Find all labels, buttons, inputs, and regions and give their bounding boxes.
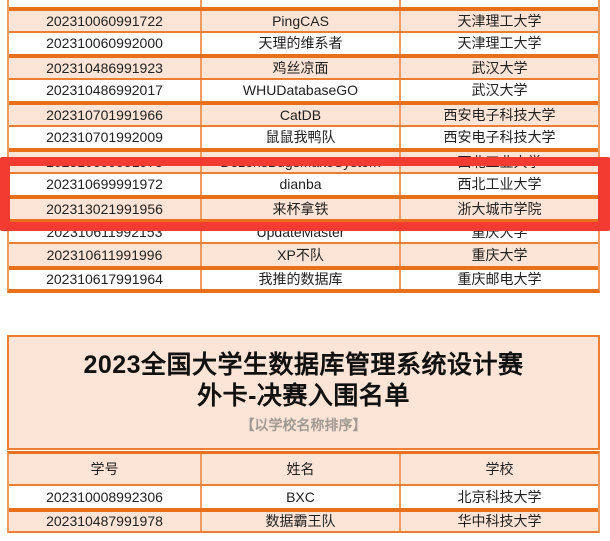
banner-title-line2: 外卡-决赛入围名单 bbox=[197, 382, 410, 410]
column-header-id: 学号 bbox=[9, 454, 202, 484]
cell-id: 202310060992000 bbox=[9, 32, 202, 54]
banner-subtitle: 【以学校名称排序】 bbox=[240, 417, 367, 433]
table-row: 202310617991964 我推的数据库 重庆邮电大学 bbox=[9, 265, 598, 289]
cell-team: 鸡丝凉面 bbox=[202, 58, 401, 78]
table-row: 202310060991722 PingCAS 天津理工大学 bbox=[9, 7, 598, 31]
cell-team: 鼠鼠我鸭队 bbox=[202, 126, 401, 148]
cell-team: PingCAS bbox=[202, 11, 401, 31]
cell-team: DozensBugsMakeSystem bbox=[202, 152, 401, 172]
cell-id: 202310060991722 bbox=[9, 11, 202, 31]
cell-team: 天理的维系者 bbox=[202, 32, 401, 54]
cell-id bbox=[9, 0, 202, 7]
cell-id: 202310486992017 bbox=[9, 79, 202, 101]
table-header-row: 学号 姓名 学校 bbox=[9, 454, 598, 484]
table-row: 202310487991978 数据霸王队 华中科技大学 bbox=[9, 507, 598, 531]
table-row: 202310699991972 dianba 西北工业大学 bbox=[9, 171, 598, 195]
cell-school: 天津理工大学 bbox=[457, 35, 542, 52]
finalist-table-lower: 学号 姓名 学校 202310008992306 BXC 北京科技大学 2023… bbox=[7, 451, 600, 533]
cell-id: 202310699991972 bbox=[9, 173, 202, 195]
cell-school: 天津理工大学 bbox=[457, 12, 542, 29]
cell-id: 202313021991956 bbox=[9, 199, 202, 219]
table-row: 202310699991975 DozensBugsMakeSystem 西北工… bbox=[9, 148, 598, 172]
cell-id: 202310486991923 bbox=[9, 58, 202, 78]
cell-school: 西安电子科技大学 bbox=[443, 129, 556, 146]
cell-school: 重庆邮电大学 bbox=[457, 271, 542, 288]
cell-team: 数据霸王队 bbox=[202, 511, 401, 531]
finalist-table-upper-body: 202310060991722 PingCAS 天津理工大学 202310060… bbox=[9, 7, 598, 289]
cell-team: dianba bbox=[202, 173, 401, 195]
cell-school bbox=[401, 0, 598, 7]
cell-school: 西安电子科技大学 bbox=[443, 106, 556, 123]
cell-id: 202310611991996 bbox=[9, 244, 202, 266]
cell-school: 北京科技大学 bbox=[457, 488, 542, 505]
table-row: 202310611991996 XP不队 重庆大学 bbox=[9, 242, 598, 266]
finalist-table-lower-body: 202310008992306 BXC 北京科技大学 2023104879919… bbox=[9, 484, 598, 531]
table-row: 202310611992153 UpdateMaster 重庆大学 bbox=[9, 218, 598, 242]
cell-school: 武汉大学 bbox=[471, 59, 528, 76]
table-row: 202310701991966 CatDB 西安电子科技大学 bbox=[9, 101, 598, 125]
cell-team: CatDB bbox=[202, 105, 401, 125]
cell-id: 202310701991966 bbox=[9, 105, 202, 125]
cell-school: 华中科技大学 bbox=[457, 513, 542, 530]
cell-id: 202310487991978 bbox=[9, 511, 202, 531]
cell-team: BXC bbox=[202, 486, 401, 508]
section-banner: 2023全国大学生数据库管理系统设计赛 外卡-决赛入围名单 【以学校名称排序】 bbox=[7, 335, 600, 450]
table-row: 202310060992000 天理的维系者 天津理工大学 bbox=[9, 30, 598, 54]
cell-school: 武汉大学 bbox=[471, 82, 528, 99]
cell-team: UpdateMaster bbox=[202, 222, 401, 242]
cell-school: 重庆大学 bbox=[471, 224, 528, 241]
table-row: 202310486992017 WHUDatabaseGO 武汉大学 bbox=[9, 77, 598, 101]
cell-team: 来杯拿铁 bbox=[202, 199, 401, 219]
table-row: 202310486991923 鸡丝凉面 武汉大学 bbox=[9, 54, 598, 78]
table-row: 202310701992009 鼠鼠我鸭队 西安电子科技大学 bbox=[9, 124, 598, 148]
table-row: 202310008992306 BXC 北京科技大学 bbox=[9, 484, 598, 508]
column-header-name: 姓名 bbox=[202, 454, 401, 484]
cell-team: XP不队 bbox=[202, 244, 401, 266]
column-header-school: 学校 bbox=[485, 461, 514, 477]
cell-school: 浙大城市学院 bbox=[457, 200, 542, 217]
cell-team: WHUDatabaseGO bbox=[202, 79, 401, 101]
cell-id: 202310617991964 bbox=[9, 269, 202, 289]
cell-school: 重庆大学 bbox=[471, 246, 528, 263]
table-row: 202313021991956 来杯拿铁 浙大城市学院 bbox=[9, 195, 598, 219]
table-row-partial bbox=[9, 0, 598, 7]
cell-school: 西北工业大学 bbox=[457, 176, 542, 193]
cell-id: 202310699991975 bbox=[9, 152, 202, 172]
banner-title-line1: 2023全国大学生数据库管理系统设计赛 bbox=[83, 351, 524, 379]
cell-id: 202310008992306 bbox=[9, 486, 202, 508]
cell-school: 西北工业大学 bbox=[457, 153, 542, 170]
cell-id: 202310611992153 bbox=[9, 222, 202, 242]
finalist-table-upper: 202310060991722 PingCAS 天津理工大学 202310060… bbox=[7, 0, 600, 293]
cell-team: 我推的数据库 bbox=[202, 269, 401, 289]
cell-id: 202310701992009 bbox=[9, 126, 202, 148]
cell-team bbox=[202, 0, 401, 7]
